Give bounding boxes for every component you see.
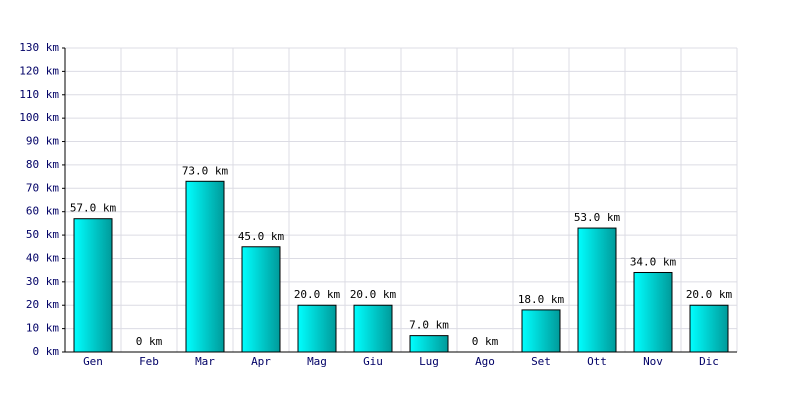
x-tick-label: Mar [195,355,215,368]
bar [689,304,729,353]
y-tick-label: 10 km [26,322,59,335]
value-label: 20.0 km [686,288,733,301]
x-tick-label: Feb [139,355,159,368]
bar [73,218,113,353]
x-tick-label: Nov [643,355,663,368]
y-tick-label: 120 km [19,64,59,77]
y-tick-label: 60 km [26,205,59,218]
y-tick-label: 30 km [26,275,59,288]
y-tick-label: 40 km [26,251,59,264]
value-label: 7.0 km [409,319,449,332]
value-label: 45.0 km [238,230,285,243]
value-label: 18.0 km [518,293,565,306]
y-tick-label: 50 km [26,228,59,241]
bar [577,227,617,353]
bar [353,304,393,353]
bar [521,309,561,353]
value-label: 20.0 km [294,288,341,301]
y-tick-label: 70 km [26,181,59,194]
y-tick-label: 20 km [26,298,59,311]
x-tick-label: Set [531,355,551,368]
value-label: 34.0 km [630,255,677,268]
x-tick-label: Gen [83,355,103,368]
x-tick-label: Lug [419,355,439,368]
value-label: 73.0 km [182,164,229,177]
y-tick-label: 130 km [19,41,59,54]
y-tick-label: 80 km [26,158,59,171]
bar [297,304,337,353]
value-label: 20.0 km [350,288,397,301]
value-label: 57.0 km [70,202,117,215]
x-tick-label: Apr [251,355,271,368]
y-tick-label: 0 km [33,345,60,358]
value-label: 53.0 km [574,211,621,224]
x-tick-label: Mag [307,355,327,368]
bar [409,335,449,353]
y-tick-label: 100 km [19,111,59,124]
x-tick-label: Giu [363,355,383,368]
value-label: 0 km [472,335,499,348]
x-tick-label: Dic [699,355,719,368]
y-tick-label: 90 km [26,135,59,148]
x-tick-label: Ott [587,355,607,368]
value-label: 0 km [136,335,163,348]
x-tick-label: Ago [475,355,495,368]
bar [241,246,281,353]
bar [185,180,225,353]
bar [633,271,673,353]
y-tick-label: 110 km [19,88,59,101]
